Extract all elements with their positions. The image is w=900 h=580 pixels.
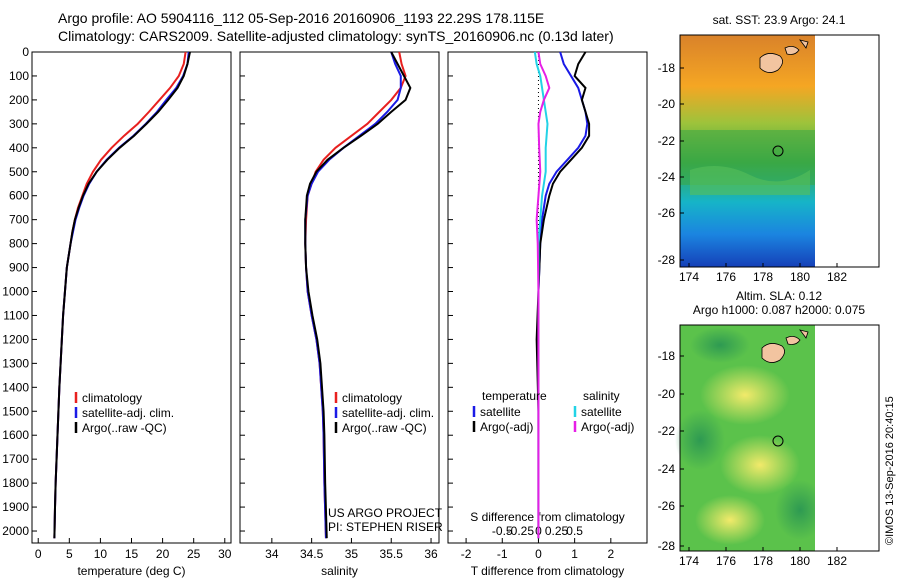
y-tick-label: 600: [9, 189, 29, 203]
diff-series-t-satellite: [537, 51, 589, 539]
legend-item: climatology: [82, 391, 142, 405]
y-tick-label: 1400: [2, 380, 29, 394]
x-tick-label: 25: [187, 547, 201, 561]
project-annotation: PI: STEPHEN RISER: [328, 520, 443, 534]
s-tick-label: -0.25: [507, 524, 535, 538]
x-axis-label-temperature: temperature (deg C): [77, 564, 185, 578]
legend-item: Argo(-adj): [581, 420, 634, 434]
y-tick-label: 1200: [2, 332, 29, 346]
s-tick-label: 0.5: [566, 524, 583, 538]
x-axis-label-difference: T difference from climatology: [471, 564, 625, 578]
salinity-series-argorawqc: [304, 51, 412, 539]
y-tick-label: 800: [9, 237, 29, 251]
legend-item: Argo(..raw -QC): [342, 421, 427, 435]
x-tick-label: -2: [461, 547, 472, 561]
diff-series-s-argoadj: [535, 51, 551, 539]
x-tick-label: 35.5: [380, 547, 404, 561]
y-tick-label: 300: [9, 117, 29, 131]
x-tick-label: 36: [424, 547, 438, 561]
x-tick-label: 35: [345, 547, 359, 561]
project-annotation: US ARGO PROJECT: [328, 506, 443, 520]
x-tick-label: 0: [535, 547, 542, 561]
s-axis-label: S difference from climatology: [470, 510, 625, 524]
x-tick-label: 5: [66, 547, 73, 561]
legend-salinity-title: salinity: [583, 389, 620, 403]
panel-frame-salinity: [239, 51, 440, 544]
temperature-series-climatology: [53, 51, 187, 539]
y-tick-label: 1500: [2, 404, 29, 418]
y-tick-label: 500: [9, 165, 29, 179]
y-tick-label: 900: [9, 261, 29, 275]
y-tick-label: 0: [22, 45, 29, 59]
legend-temperature-title: temperature: [482, 389, 547, 403]
y-tick-label: 1000: [2, 285, 29, 299]
panel-frame-temperature: [31, 51, 232, 544]
x-tick-label: 15: [125, 547, 139, 561]
legend-item: satellite-adj. clim.: [82, 406, 174, 420]
y-tick-label: 1900: [2, 500, 29, 514]
y-tick-label: 100: [9, 69, 29, 83]
x-tick-label: 30: [218, 547, 232, 561]
legend-item: satellite: [480, 405, 521, 419]
x-axis-label-salinity: salinity: [321, 564, 358, 578]
s-tick-label: 0.25: [545, 524, 569, 538]
x-tick-label: 1: [571, 547, 578, 561]
y-tick-label: 2000: [2, 524, 29, 538]
panel-frame-difference: [447, 51, 648, 544]
temperature-series-satelliteadjclim: [53, 51, 190, 539]
x-tick-label: 34.5: [300, 547, 324, 561]
s-tick-label: -0.5: [492, 524, 513, 538]
x-tick-label: -1: [497, 547, 508, 561]
y-tick-label: 1700: [2, 452, 29, 466]
x-tick-label: 10: [94, 547, 108, 561]
y-tick-label: 200: [9, 93, 29, 107]
legend-item: Argo(-adj): [480, 420, 533, 434]
diff-series-s-satellite: [533, 51, 549, 539]
legend-item: satellite-adj. clim.: [342, 406, 434, 420]
climatology-subtitle: Climatology: CARS2009. Satellite-adjuste…: [58, 28, 614, 44]
legend-item: climatology: [342, 391, 402, 405]
x-tick-label: 34: [265, 547, 279, 561]
profile-title: Argo profile: AO 5904116_112 05-Sep-2016…: [58, 10, 545, 26]
y-tick-label: 700: [9, 213, 29, 227]
legend-item: satellite: [581, 405, 622, 419]
y-tick-label: 1300: [2, 356, 29, 370]
salinity-series-climatology: [304, 51, 407, 539]
y-tick-label: 1800: [2, 476, 29, 490]
x-tick-label: 20: [156, 547, 170, 561]
temperature-series-argorawqc: [53, 51, 191, 539]
y-tick-label: 400: [9, 141, 29, 155]
salinity-series-satelliteadjclim: [304, 51, 402, 539]
diff-series-t-argoadj: [535, 51, 591, 539]
y-tick-label: 1100: [3, 308, 29, 322]
x-tick-label: 0: [35, 547, 42, 561]
y-tick-label: 1600: [2, 428, 29, 442]
x-tick-label: 2: [607, 547, 614, 561]
legend-item: Argo(..raw -QC): [82, 421, 167, 435]
